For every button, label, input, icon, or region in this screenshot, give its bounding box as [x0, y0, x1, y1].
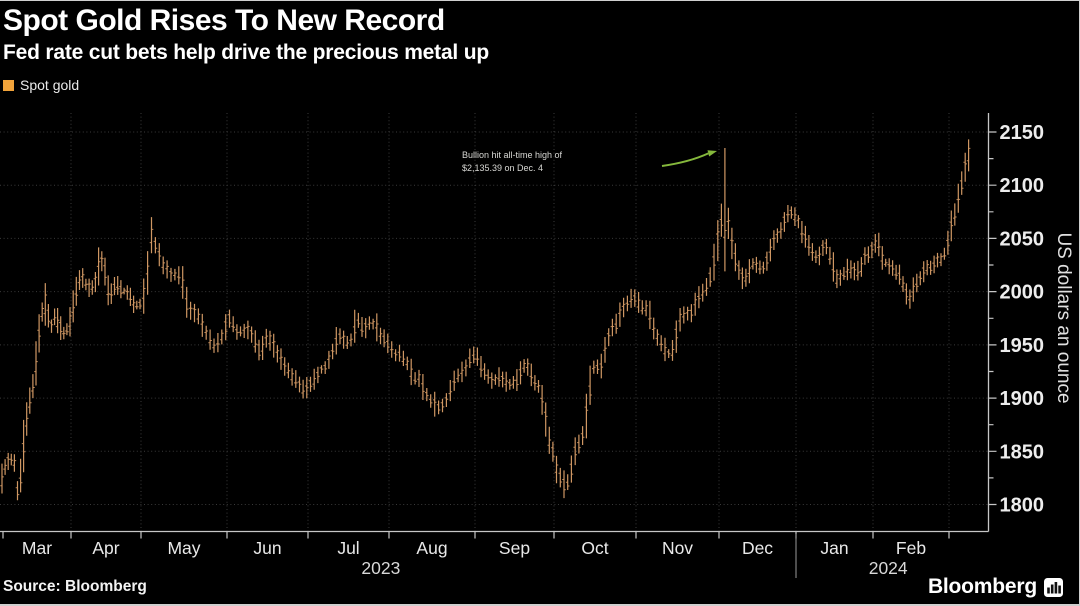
svg-text:1950: 1950 [1000, 335, 1045, 357]
chart-header: Spot Gold Rises To New Record Fed rate c… [3, 3, 489, 93]
source-label: Source: Bloomberg [3, 578, 147, 595]
price-bars [0, 139, 971, 501]
svg-text:1800: 1800 [1000, 495, 1045, 517]
month-label: Feb [896, 538, 926, 558]
legend-swatch-icon [3, 79, 14, 91]
legend-label: Spot gold [20, 77, 80, 93]
month-label: Jan [820, 538, 848, 558]
legend: Spot gold [3, 77, 489, 93]
year-label: 2024 [869, 558, 908, 578]
x-axis-labels: Mar Apr May Jun Jul Aug Sep Oct Nov Dec Jan Feb 2023… [22, 538, 926, 578]
month-label: Dec [742, 538, 773, 558]
svg-text:$2,135.39 on Dec. 4: $2,135.39 on Dec. 4 [462, 163, 543, 173]
svg-text:1900: 1900 [1000, 388, 1045, 410]
svg-text:Bullion hit all-time high of: Bullion hit all-time high of [462, 150, 563, 160]
month-label: May [167, 538, 200, 558]
bloomberg-wordmark: Bloomberg [927, 575, 1037, 598]
svg-text:2150: 2150 [1000, 122, 1045, 144]
chart-title: Spot Gold Rises To New Record [3, 4, 445, 37]
month-label: Sep [499, 538, 530, 558]
svg-text:2000: 2000 [1000, 282, 1045, 304]
month-label: Jul [337, 538, 359, 558]
y-axis-title: US dollars an ounce [1053, 232, 1074, 403]
record-arrowhead [707, 150, 717, 157]
month-label: Apr [92, 538, 119, 558]
month-label: Oct [581, 538, 608, 558]
gridlines [0, 113, 989, 532]
bloomberg-brand: Bloomberg [928, 575, 1063, 599]
svg-text:2050: 2050 [1000, 228, 1045, 250]
month-label: Nov [662, 538, 693, 558]
month-label: Mar [22, 538, 52, 558]
bloomberg-logo-icon [1044, 577, 1063, 597]
year-label: 2023 [361, 558, 400, 578]
y-axis-labels: 1800 1850 1900 1950 2000 2050 2100 2150 US dolla… [1000, 122, 1075, 517]
svg-text:2100: 2100 [1000, 175, 1045, 197]
month-label: Jun [253, 538, 281, 558]
month-label: Aug [416, 538, 447, 558]
annotation: Bullion hit all-time high of $2,135.39 on… [462, 150, 717, 173]
chart-subtitle: Fed rate cut bets help drive the preciou… [3, 41, 489, 64]
svg-text:1850: 1850 [1000, 441, 1045, 463]
record-arrow [661, 152, 709, 167]
axes [0, 113, 997, 578]
